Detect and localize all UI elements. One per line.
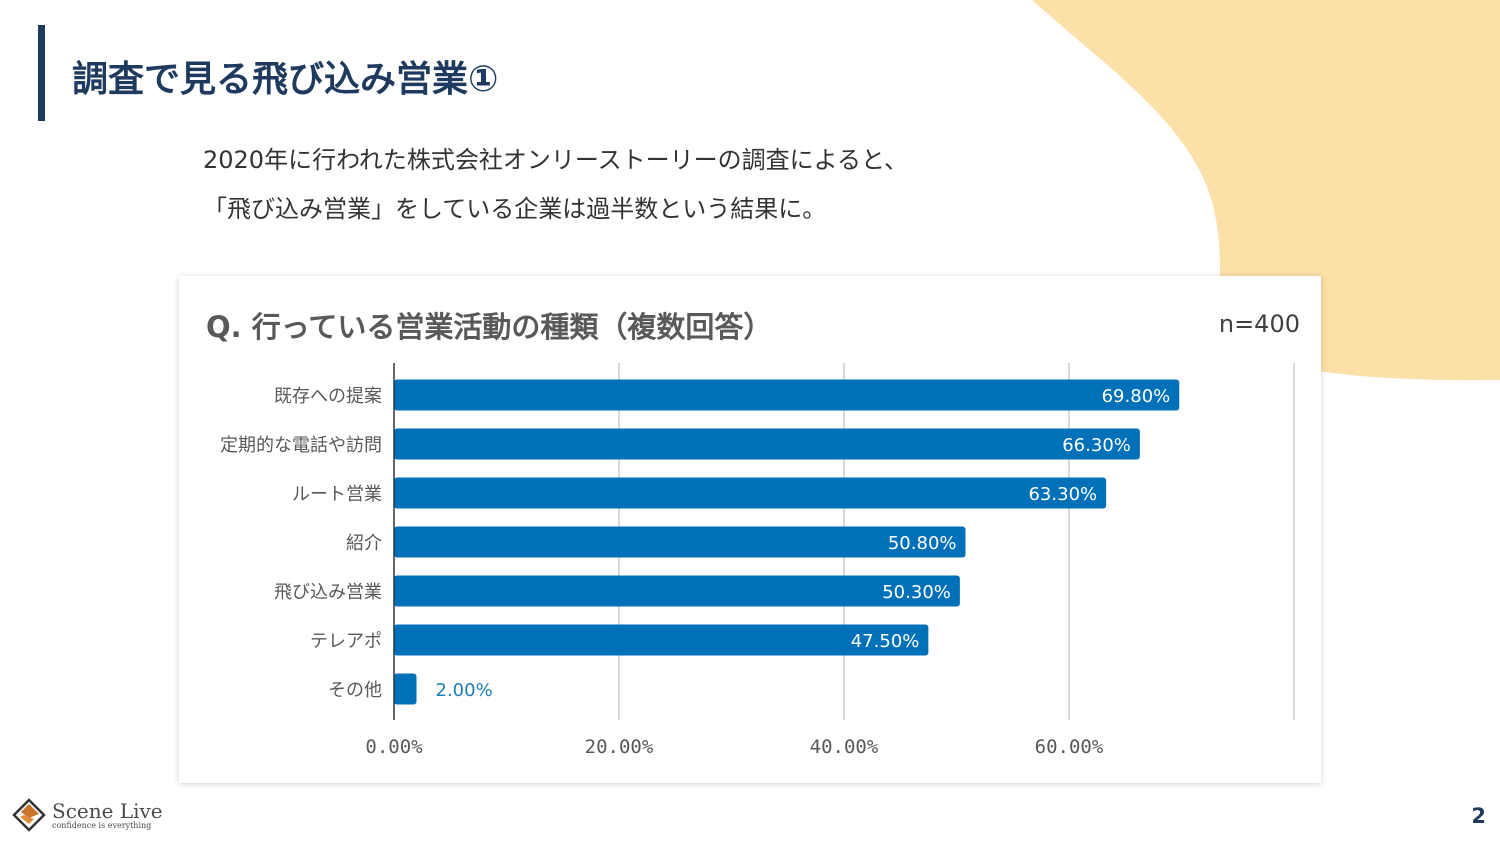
data-label: 2.00%	[436, 680, 493, 701]
page-number: 2	[1471, 804, 1486, 828]
category-label: 紹介	[346, 533, 382, 554]
data-label: 66.30%	[1062, 435, 1131, 456]
chart-card: Q. 行っている営業活動の種類（複数回答） n=400 0.00% 20.00% 4…	[179, 276, 1321, 783]
category-label: 定期的な電話や訪問	[220, 435, 382, 456]
category-label: その他	[328, 680, 382, 701]
data-label: 50.30%	[882, 582, 951, 603]
data-label: 63.30%	[1028, 484, 1097, 505]
category-label: テレアポ	[310, 631, 382, 652]
data-label: 69.80%	[1102, 386, 1171, 407]
brand-logo: Scene Live confidence is everything	[12, 798, 163, 832]
x-tick-label: 60.00%	[1035, 736, 1104, 758]
x-tick-label: 0.00%	[365, 736, 423, 758]
logo-name: Scene Live	[52, 798, 163, 823]
scene-live-logo-icon	[12, 798, 46, 832]
bar	[394, 379, 1180, 411]
title-accent-bar	[38, 25, 45, 121]
bar	[394, 526, 966, 558]
page-title: 調査で見る飛び込み営業①	[72, 59, 499, 100]
x-tick-label: 20.00%	[585, 736, 654, 758]
bar-chart: 0.00% 20.00% 40.00% 60.00% 既存への提案 69.80% 定期的な電…	[220, 363, 1295, 758]
category-label: 既存への提案	[274, 386, 382, 407]
bar	[394, 575, 960, 607]
chart-title: Q. 行っている営業活動の種類（複数回答）	[206, 310, 773, 344]
category-label: 飛び込み営業	[274, 582, 382, 603]
bar	[394, 428, 1140, 460]
data-label: 47.50%	[851, 631, 920, 652]
data-label: 50.80%	[888, 533, 957, 554]
bar	[394, 673, 417, 705]
sample-size-label: n=400	[1218, 310, 1300, 338]
bar	[394, 624, 929, 656]
category-label: ルート営業	[292, 484, 382, 505]
x-tick-label: 40.00%	[810, 736, 879, 758]
bar	[394, 477, 1107, 509]
logo-tagline: confidence is everything	[52, 820, 152, 830]
intro-line: 「飛び込み営業」をしている企業は過半数という結果に。	[203, 195, 827, 223]
intro-text: 2020年に行われた株式会社オンリーストーリーの調査によると、 「飛び込み営業」…	[203, 136, 908, 234]
intro-line: 2020年に行われた株式会社オンリーストーリーの調査によると、	[203, 146, 908, 174]
